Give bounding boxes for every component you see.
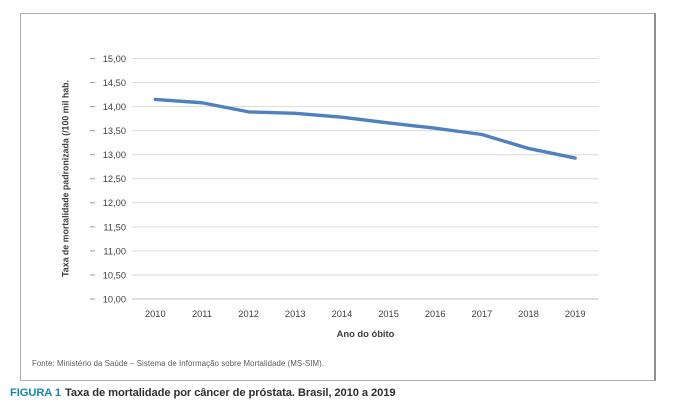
y-tick-label: 11,00 (103, 246, 126, 256)
figure-caption-label: FIGURA 1 (10, 387, 61, 399)
x-tick-label: 2015 (378, 309, 399, 319)
figure-caption: FIGURA 1 Taxa de mortalidade por câncer d… (10, 387, 396, 399)
figure-caption-text: Taxa de mortalidade por câncer de prósta… (65, 387, 396, 399)
x-tick-label: 2010 (145, 309, 166, 319)
source-note: Fonte: Ministério da Saúde – Sistema de … (32, 359, 325, 368)
x-tick-label: 2019 (565, 309, 586, 319)
x-axis-title: Ano do óbito (336, 328, 395, 339)
data-line (153, 97, 577, 160)
x-tick-label: 2018 (518, 309, 539, 319)
y-tick-label: 13,50 (103, 126, 126, 136)
y-tick-label: 10,50 (103, 270, 126, 280)
y-tick-label: 14,50 (103, 78, 126, 88)
x-tick-label: 2017 (472, 309, 493, 319)
y-tick-label: 15,00 (103, 54, 126, 64)
y-tick-label: 11,50 (103, 222, 126, 232)
x-tick-label: 2016 (425, 309, 446, 319)
figure-frame: Taxa de mortalidade padronizada (/100 mi… (20, 13, 656, 381)
x-tick-label: 2013 (285, 309, 306, 319)
y-tick-label: 14,00 (103, 102, 126, 112)
x-tick-label: 2012 (238, 309, 259, 319)
x-tick-label: 2014 (332, 309, 353, 319)
y-tick-label: 10,00 (103, 294, 126, 304)
x-tick-label: 2011 (192, 309, 212, 319)
y-tick-label: 12,00 (103, 198, 126, 208)
line-chart: 15,00 14,50 14,00 13,50 13,00 12,50 12,00 11,50… (90, 54, 599, 319)
y-tick-label: 13,00 (103, 150, 126, 160)
y-tick-label: 12,50 (103, 174, 126, 184)
